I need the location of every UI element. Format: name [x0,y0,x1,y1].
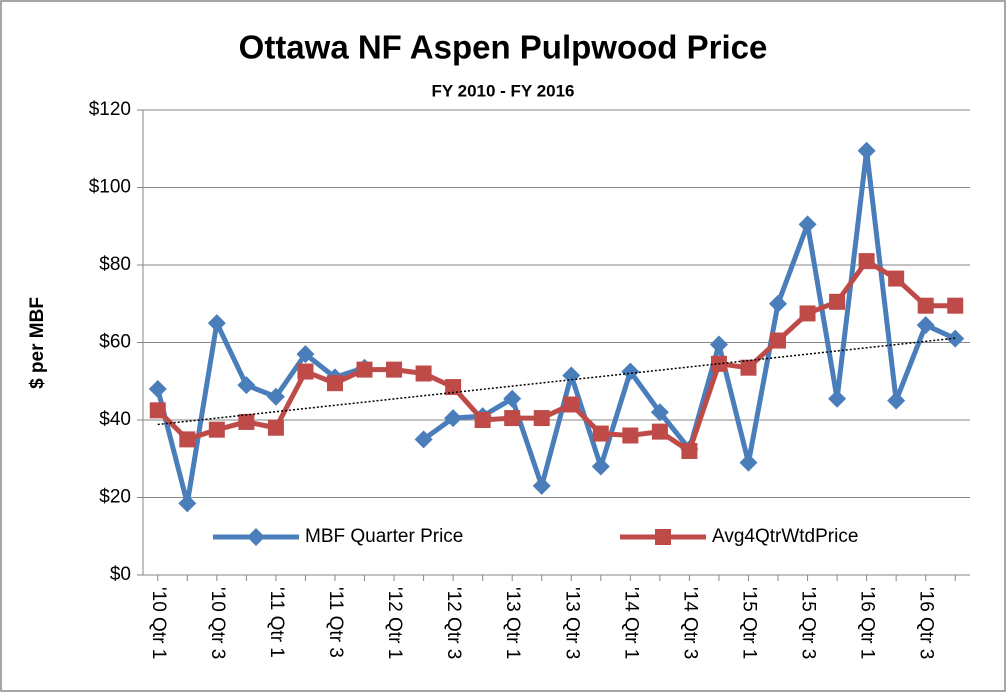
data-point [445,379,462,396]
data-point [709,335,728,354]
data-point [888,270,905,287]
data-point [444,409,463,428]
x-tick-label: '14 Qtr 1 [620,587,641,659]
data-point [266,387,285,406]
y-tick-label: $100 [89,177,131,198]
data-point [504,410,521,427]
x-tick-label: '11 Qtr 1 [266,587,287,658]
x-tick-label: '15 Qtr 1 [738,587,759,659]
x-tick-label: '10 Qtr 1 [148,587,169,659]
data-point [532,476,551,495]
data-point [770,332,787,349]
x-tick-label: '16 Qtr 3 [916,587,937,659]
data-point [916,316,935,335]
legend-marker [247,528,265,546]
data-point [474,412,491,428]
y-tick-label: $80 [99,254,131,275]
x-tick-label: '10 Qtr 3 [207,587,228,659]
data-point [858,253,875,270]
data-point [829,293,846,310]
data-point [651,423,668,440]
data-point [207,314,226,333]
data-point [415,365,432,382]
data-point [946,329,965,348]
data-point [178,494,197,513]
data-point [386,361,403,378]
y-tick-label: $0 [110,564,131,585]
data-point [563,396,580,413]
data-point [857,141,876,160]
data-point [296,345,315,364]
legend-label: Avg4QtrWtdPrice [712,526,858,547]
data-point [592,425,609,442]
data-point [622,427,639,444]
data-point [917,297,934,314]
y-axis-label: $ per MBF [27,297,48,389]
x-tick-label: '16 Qtr 1 [857,587,878,659]
y-tick-label: $60 [99,332,131,353]
data-point [947,297,964,314]
data-point [650,403,669,422]
data-point [887,391,906,410]
data-point [208,421,225,438]
data-point [148,380,167,398]
x-tick-label: '13 Qtr 3 [561,587,582,659]
data-point [326,375,343,392]
data-point [238,413,255,430]
data-point [739,453,758,472]
x-tick-label: '15 Qtr 3 [798,587,819,659]
data-point [799,305,816,322]
x-tick-label: '13 Qtr 1 [502,587,523,659]
data-point [267,419,284,436]
data-point [237,376,256,395]
data-point [356,361,373,378]
legend-marker [655,529,671,545]
chart-subtitle: FY 2010 - FY 2016 [431,81,574,100]
data-point [179,431,196,448]
data-point [591,457,610,476]
data-point [828,389,847,408]
data-point [297,363,314,380]
x-tick-label: '12 Qtr 1 [384,587,405,659]
data-point [533,410,550,427]
y-tick-label: $20 [99,487,131,508]
data-point [414,430,433,449]
legend-label: MBF Quarter Price [305,526,463,547]
chart-title: Ottawa NF Aspen Pulpwood Price [239,29,768,66]
trendline [157,337,956,426]
data-point [798,215,817,234]
data-point [681,443,698,459]
data-point [621,362,640,381]
y-tick-label: $40 [99,409,131,430]
x-tick-label: '14 Qtr 3 [679,587,700,659]
y-tick-label: $120 [89,99,131,120]
x-tick-label: '12 Qtr 3 [443,587,464,659]
data-point [769,294,788,313]
series-line [156,258,956,454]
x-tick-label: '11 Qtr 3 [325,587,346,658]
data-point [503,389,522,408]
data-point [740,359,757,376]
data-point [149,402,166,419]
